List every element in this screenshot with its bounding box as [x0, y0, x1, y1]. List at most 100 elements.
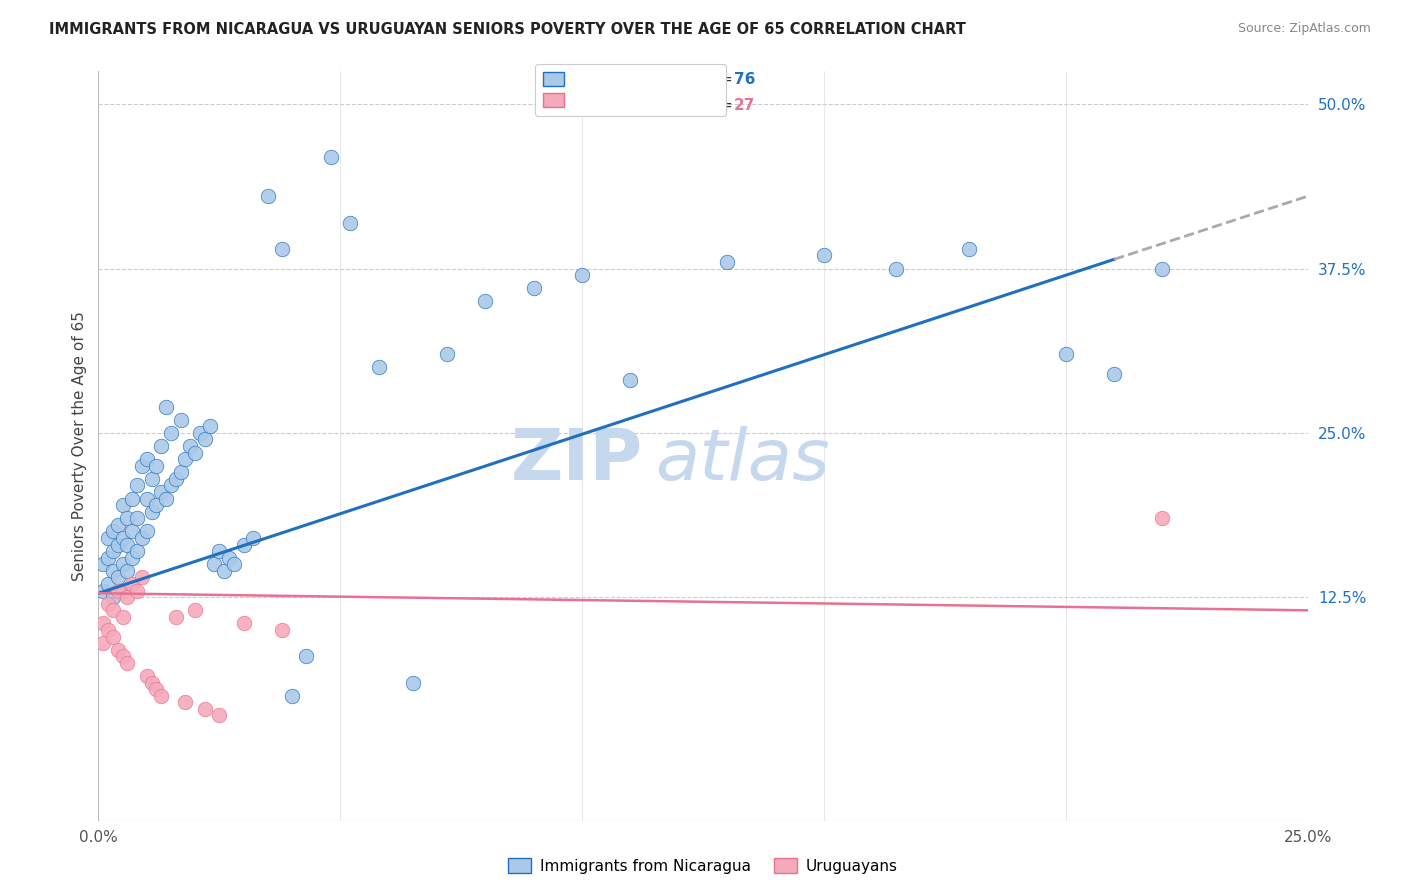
Point [174, 695, 197, 709]
Point [339, 215, 361, 229]
Point [212, 564, 235, 578]
Point [111, 583, 134, 598]
Legend: Immigrants from Nicaragua, Uruguayans: Immigrants from Nicaragua, Uruguayans [502, 852, 904, 880]
Point [242, 531, 264, 545]
Point [169, 413, 191, 427]
Point [107, 642, 129, 657]
Point [319, 150, 342, 164]
Point [150, 485, 173, 500]
Text: ZIP: ZIP [510, 426, 643, 495]
Point [121, 577, 143, 591]
Point [145, 682, 167, 697]
Point [121, 550, 143, 565]
Point [117, 590, 139, 604]
Point [141, 675, 163, 690]
Point [91, 616, 114, 631]
Point [97, 531, 120, 545]
Point [198, 419, 221, 434]
Point [127, 583, 149, 598]
Point [194, 702, 217, 716]
Point [295, 649, 318, 664]
Point [256, 189, 278, 203]
Point [107, 517, 129, 532]
Point [131, 458, 153, 473]
Point [813, 248, 835, 262]
Point [150, 689, 173, 703]
Point [1152, 511, 1174, 525]
Point [111, 498, 134, 512]
Point [368, 360, 391, 375]
Point [145, 498, 167, 512]
Point [1102, 367, 1125, 381]
Point [135, 669, 157, 683]
Point [155, 400, 177, 414]
Point [97, 597, 120, 611]
Point [107, 570, 129, 584]
Point [160, 425, 183, 440]
Text: R =: R = [592, 98, 624, 113]
Point [271, 623, 294, 637]
Text: N =: N = [695, 98, 738, 113]
Text: Source: ZipAtlas.com: Source: ZipAtlas.com [1237, 22, 1371, 36]
Point [97, 623, 120, 637]
Point [474, 294, 496, 309]
Point [131, 570, 153, 584]
Point [101, 630, 124, 644]
Point [179, 439, 201, 453]
Point [204, 558, 226, 572]
Point [281, 689, 304, 703]
Point [111, 649, 134, 664]
Text: 76: 76 [734, 72, 755, 87]
Point [131, 531, 153, 545]
Text: N =: N = [695, 72, 738, 87]
Point [571, 268, 593, 282]
Point [97, 550, 120, 565]
Point [184, 603, 207, 617]
Point [107, 538, 129, 552]
Point [127, 478, 149, 492]
Point [1152, 261, 1174, 276]
Point [208, 544, 231, 558]
Point [1054, 347, 1077, 361]
Point [101, 564, 124, 578]
Point [271, 242, 294, 256]
Point [111, 610, 134, 624]
Point [150, 439, 173, 453]
Point [886, 261, 908, 276]
Point [135, 452, 157, 467]
Point [121, 491, 143, 506]
Point [218, 550, 240, 565]
Point [101, 603, 124, 617]
Point [957, 242, 980, 256]
Point [145, 458, 167, 473]
Point [208, 708, 231, 723]
Point [97, 577, 120, 591]
Text: IMMIGRANTS FROM NICARAGUA VS URUGUAYAN SENIORS POVERTY OVER THE AGE OF 65 CORREL: IMMIGRANTS FROM NICARAGUA VS URUGUAYAN S… [49, 22, 966, 37]
Point [117, 511, 139, 525]
Point [222, 558, 245, 572]
Point [91, 558, 114, 572]
Point [127, 511, 149, 525]
Text: R =: R = [592, 72, 624, 87]
Point [91, 583, 114, 598]
Point [135, 524, 157, 539]
Text: 27: 27 [734, 98, 755, 113]
Point [619, 373, 641, 387]
Point [160, 478, 183, 492]
Point [169, 465, 191, 479]
Point [101, 524, 124, 539]
Point [107, 583, 129, 598]
Point [121, 524, 143, 539]
Point [523, 281, 546, 295]
Point [91, 636, 114, 650]
Point [436, 347, 458, 361]
Point [174, 452, 197, 467]
Point [402, 675, 425, 690]
Point [117, 656, 139, 670]
Point [716, 255, 738, 269]
Point [165, 472, 187, 486]
Point [155, 491, 177, 506]
Legend:                               ,                               : , [536, 64, 725, 116]
Text: atlas: atlas [655, 426, 830, 495]
Point [232, 616, 254, 631]
